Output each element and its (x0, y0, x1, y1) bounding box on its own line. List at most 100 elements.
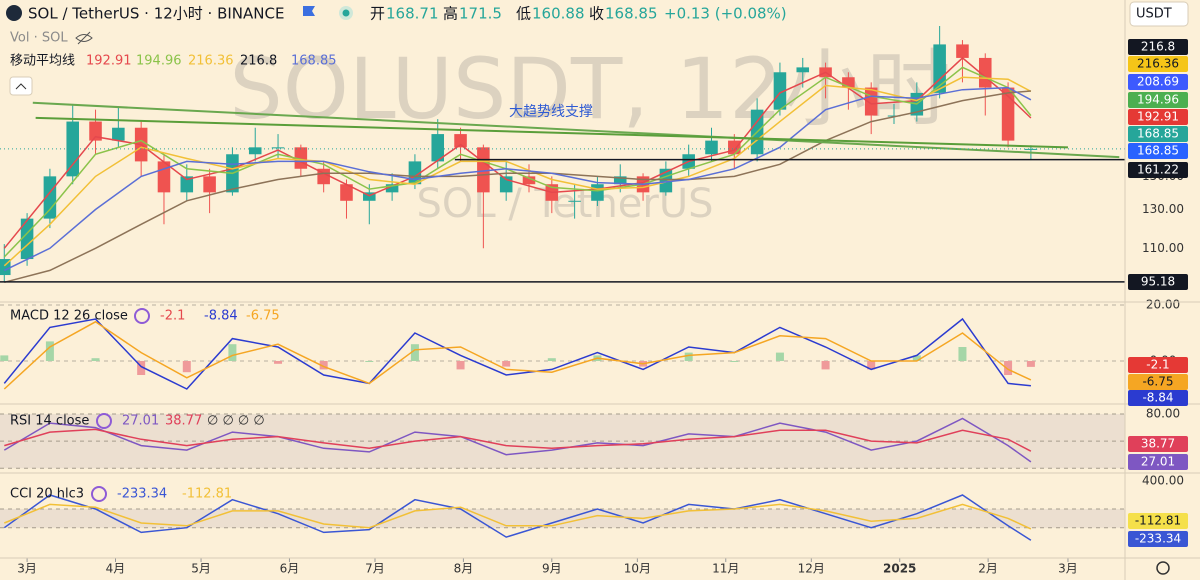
candle-body (773, 72, 787, 110)
histogram-bar (821, 361, 830, 370)
pane-title: RSI 14 close (10, 414, 89, 429)
ma-label: 移动平均线 (10, 54, 75, 69)
x-tick-label: 11月 (712, 562, 739, 576)
price-tag: 27.01 (1141, 455, 1175, 469)
legend-value: -112.81 (182, 487, 232, 502)
indicator-line (3, 320, 1032, 390)
candle-body (1001, 87, 1015, 141)
histogram-bar (867, 361, 876, 370)
histogram-bar (182, 361, 191, 373)
currency-button[interactable] (1129, 1, 1189, 27)
collapse-button[interactable] (9, 76, 33, 96)
candle-body (591, 184, 604, 201)
candle-body (112, 127, 125, 141)
ohlc-value: 168.71 (386, 5, 439, 23)
price-tag-bg (1128, 56, 1188, 72)
price-tag: 38.77 (1141, 437, 1175, 451)
indicator-line (4, 90, 1031, 284)
x-tick-label: 10月 (624, 562, 651, 576)
settings (1156, 561, 1170, 575)
price-tag-bg (1128, 74, 1188, 90)
candle-body (385, 184, 399, 193)
x-tick-label: 3月 (1058, 562, 1078, 576)
indicator-icon[interactable] (134, 308, 150, 324)
candle-body (613, 176, 627, 185)
price-change: +0.13 (+0.08%) (664, 5, 787, 23)
y-tick-label: 80.00 (1146, 407, 1180, 421)
price-tag: 168.85 (1137, 144, 1179, 158)
price-tag-bg (1128, 390, 1188, 406)
candle-body (887, 115, 901, 117)
legend-value: 38.77 (165, 414, 202, 429)
legend-value: -2.1 (160, 309, 185, 324)
indicator-line (3, 494, 1032, 541)
x-tick-label: 4月 (106, 562, 126, 576)
price-tag-bg (1128, 454, 1188, 470)
price-tag-bg (1128, 357, 1188, 373)
legend-value: -233.34 (117, 487, 167, 502)
collapse-icon (15, 83, 27, 90)
histogram-bar (228, 344, 237, 361)
overlay-layer: 3月 4月 5月 6月 7月 8月 9月 10月 11月 12月 2025 2月 3月 大趋势线支撑 192… (10, 39, 1188, 576)
histogram-bar (319, 361, 328, 370)
candle-body (1024, 148, 1038, 150)
candle-body (248, 147, 262, 155)
price-tag: -6.75 (1142, 375, 1173, 389)
currency[interactable]: USDT (1136, 7, 1172, 22)
y-tick-label: 400.00 (1142, 473, 1184, 487)
ohlc-label: 高 (443, 5, 458, 23)
x-tick-label: 2025 (883, 562, 916, 576)
indicator-icon[interactable] (91, 486, 107, 502)
hide-icon[interactable] (75, 31, 93, 45)
settings-icon[interactable] (1156, 561, 1170, 575)
candle-body (157, 161, 171, 193)
indicator-icon[interactable] (96, 413, 112, 429)
flag-icon[interactable] (303, 6, 315, 16)
histogram-bar (958, 347, 967, 361)
legend-value: 194.96 (136, 54, 182, 69)
indicator-line (3, 317, 1031, 390)
price-tag: 95.18 (1141, 275, 1175, 289)
ohlc-value: 168.85 (605, 5, 658, 23)
candle-body (568, 200, 581, 202)
indicator-line (4, 503, 1032, 530)
price-tag-bg (1128, 436, 1188, 452)
price-tag-bg (1128, 513, 1188, 529)
price-tag-bg (1128, 92, 1188, 108)
pane-title: MACD 12 26 close (10, 309, 128, 324)
candle-body (89, 121, 102, 141)
price-tag: -2.1 (1146, 358, 1169, 372)
candle-body (796, 67, 810, 73)
price-tag-bg (1128, 274, 1188, 290)
legend-value: 168.85 (291, 54, 337, 69)
candle-body (956, 44, 969, 58)
indicator-line (4, 428, 1032, 452)
legend-value: 27.01 (122, 414, 159, 429)
candle-body (522, 176, 536, 185)
histogram-bar (1026, 361, 1035, 367)
ohlc-label: 开 (370, 5, 385, 23)
histogram-bar (410, 344, 419, 361)
candle-body (0, 259, 11, 276)
ohlc-value: 171.5 (459, 5, 502, 23)
band (0, 509, 1125, 528)
y-tick-label: 130.00 (1142, 202, 1184, 216)
histogram-bar (730, 361, 739, 362)
volume-label: Vol · SOL (10, 31, 68, 46)
histogram-bar (775, 352, 784, 361)
ohlc-label: 低 (516, 5, 531, 23)
watermark-layer: SOLUSDT, 12小时 SOL / TetherUS (229, 40, 950, 227)
candle-body (705, 140, 718, 155)
x-tick-label: 6月 (280, 562, 300, 576)
trendline (32, 101, 1120, 159)
candle-body (203, 176, 216, 193)
histogram-bar (1004, 361, 1013, 375)
symbol-icon (6, 5, 22, 21)
x-tick-label: 5月 (191, 562, 211, 576)
histogram-bar (456, 361, 465, 370)
histogram-bar (502, 361, 511, 367)
price-tag-bg (1128, 162, 1188, 178)
candle-body (454, 134, 467, 148)
candle-body (180, 176, 194, 193)
candle-body (43, 176, 57, 219)
